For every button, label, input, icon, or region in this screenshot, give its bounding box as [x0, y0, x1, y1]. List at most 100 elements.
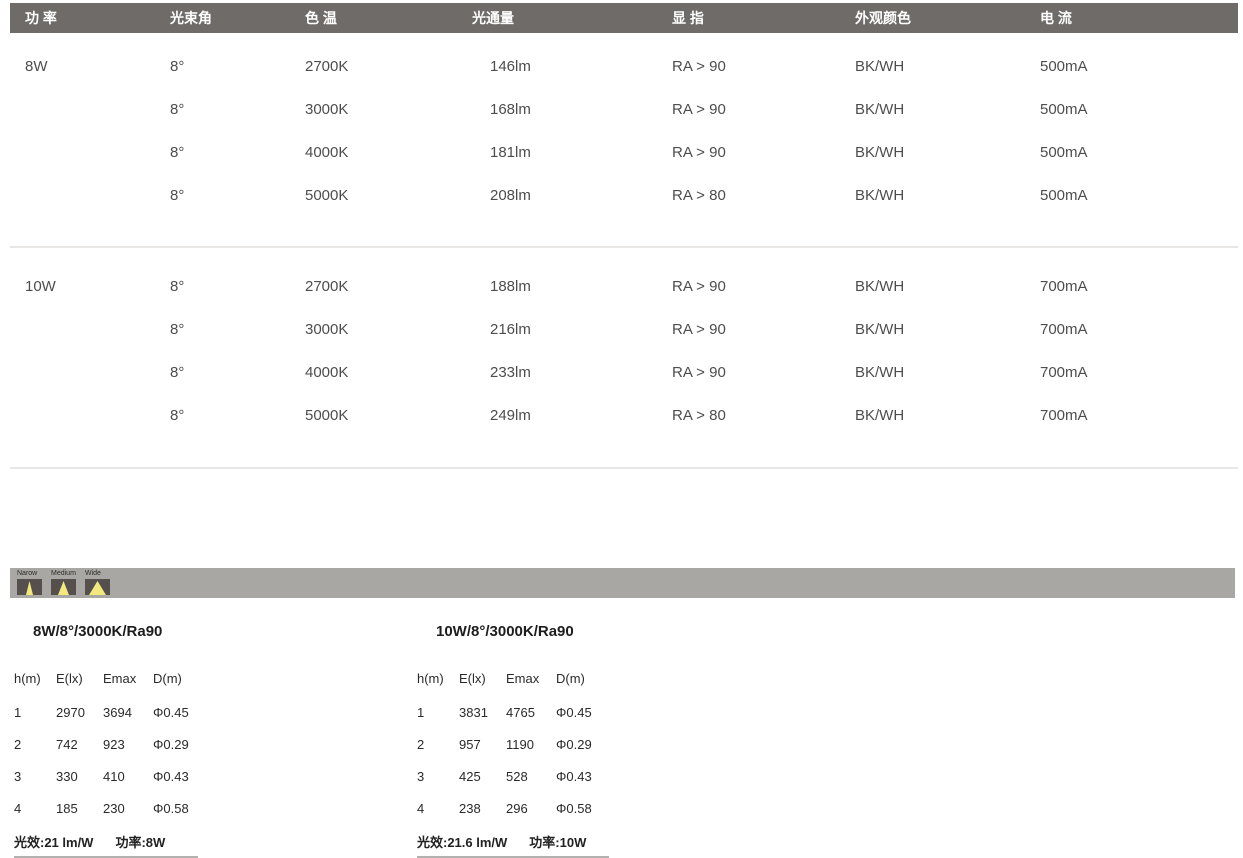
header-power: 功 率	[25, 10, 57, 26]
cell-flux: 146lm	[490, 58, 531, 75]
cell-h: 2	[417, 736, 425, 752]
header-flux: 光通量	[472, 10, 514, 26]
cell-h: 3	[14, 768, 22, 784]
beam-label-narrow: Narow	[17, 570, 38, 577]
wide-beam-icon	[85, 579, 110, 595]
header-e: E(lx)	[56, 670, 83, 686]
cell-d: Φ0.45	[556, 704, 592, 720]
cell-emax: 296	[506, 800, 528, 816]
cell-cct: 4000K	[305, 144, 349, 161]
cell-cri: RA > 80	[672, 407, 726, 424]
cell-current: 700mA	[1040, 407, 1088, 424]
table-row: 8° 3000K 168lm RA > 90 BK/WH 500mA	[10, 88, 1238, 131]
header-cct: 色 温	[305, 10, 337, 26]
table-bottom-line	[10, 467, 1238, 469]
cell-beam: 8°	[170, 58, 185, 75]
efficacy-value: 光效:21 lm/W	[14, 835, 94, 850]
table-row: 8° 5000K 249lm RA > 80 BK/WH 700mA	[10, 394, 1238, 437]
cell-d: Φ0.45	[153, 704, 189, 720]
header-emax: Emax	[103, 670, 137, 686]
cell-cri: RA > 90	[672, 278, 726, 295]
table-row: 8° 4000K 181lm RA > 90 BK/WH 500mA	[10, 131, 1238, 174]
header-d: D(m)	[153, 670, 182, 686]
photometric-table-8w: 8W/8°/3000K/Ra90 h(m) E(lx) Emax D(m) 1 …	[14, 620, 208, 858]
photometric-body: 1 2970 3694 Φ0.45 2 742 923 Φ0.29 3 330 …	[14, 696, 208, 824]
cell-cct: 5000K	[305, 187, 349, 204]
cell-beam: 8°	[170, 278, 185, 295]
cell-current: 500mA	[1040, 101, 1088, 118]
cell-e: 425	[459, 768, 481, 784]
cell-e: 957	[459, 736, 481, 752]
table-row: 4 185 230 Φ0.58	[14, 792, 208, 824]
table-row: 1 2970 3694 Φ0.45	[14, 696, 208, 728]
cell-emax: 410	[103, 768, 125, 784]
cell-power: 10W	[25, 278, 56, 295]
power-value: 功率:10W	[529, 835, 587, 850]
header-beam-angle: 光束角	[170, 10, 212, 26]
cell-color: BK/WH	[855, 187, 905, 204]
photometric-footer: 光效:21.6 lm/W 功率:10W	[417, 832, 609, 858]
medium-beam-icon	[51, 579, 76, 595]
cell-e: 3831	[459, 704, 488, 720]
cell-flux: 168lm	[490, 101, 531, 118]
header-appearance-color: 外观颜色	[855, 10, 911, 26]
cell-flux: 188lm	[490, 278, 531, 295]
cell-cri: RA > 90	[672, 144, 726, 161]
photometric-table-10w: 10W/8°/3000K/Ra90 h(m) E(lx) Emax D(m) 1…	[417, 620, 611, 858]
cell-color: BK/WH	[855, 101, 905, 118]
cell-emax: 923	[103, 736, 125, 752]
cell-emax: 1190	[506, 736, 534, 752]
cell-h: 3	[417, 768, 425, 784]
photometric-header-row: h(m) E(lx) Emax D(m)	[14, 666, 208, 690]
cell-flux: 216lm	[490, 321, 531, 338]
group-separator-line	[10, 246, 1238, 248]
cell-beam: 8°	[170, 101, 185, 118]
cell-current: 500mA	[1040, 144, 1088, 161]
table-row: 3 425 528 Φ0.43	[417, 760, 611, 792]
spec-table-header-row: 功 率 光束角 色 温 光通量 显 指 外观颜色 电 流	[10, 3, 1238, 33]
photometric-footer: 光效:21 lm/W 功率:8W	[14, 832, 198, 858]
cell-current: 500mA	[1040, 187, 1088, 204]
table-row: 8° 4000K 233lm RA > 90 BK/WH 700mA	[10, 351, 1238, 394]
cell-d: Φ0.43	[556, 768, 592, 784]
table-row: 2 957 1190 Φ0.29	[417, 728, 611, 760]
cell-d: Φ0.29	[153, 736, 189, 752]
cell-cri: RA > 90	[672, 364, 726, 381]
cell-emax: 3694	[103, 704, 132, 720]
cell-cri: RA > 90	[672, 58, 726, 75]
cell-e: 185	[56, 800, 78, 816]
cell-beam: 8°	[170, 187, 185, 204]
cell-h: 4	[14, 800, 22, 816]
header-e: E(lx)	[459, 670, 486, 686]
cell-h: 1	[14, 704, 22, 720]
cell-cct: 2700K	[305, 278, 349, 295]
cell-cct: 3000K	[305, 321, 349, 338]
table-row: 2 742 923 Φ0.29	[14, 728, 208, 760]
cell-d: Φ0.43	[153, 768, 189, 784]
cell-power: 8W	[25, 58, 48, 75]
cell-cct: 2700K	[305, 58, 349, 75]
cell-cri: RA > 80	[672, 187, 726, 204]
beam-type-narrow: Narow	[17, 569, 42, 595]
cell-color: BK/WH	[855, 278, 905, 295]
efficacy-value: 光效:21.6 lm/W	[417, 835, 508, 850]
spec-group-10w: 10W 8° 2700K 188lm RA > 90 BK/WH 700mA 8…	[10, 265, 1238, 437]
photometric-header-row: h(m) E(lx) Emax D(m)	[417, 666, 611, 690]
cell-d: Φ0.58	[556, 800, 592, 816]
header-h: h(m)	[417, 670, 444, 686]
photometric-body: 1 3831 4765 Φ0.45 2 957 1190 Φ0.29 3 425…	[417, 696, 611, 824]
cell-e: 330	[56, 768, 78, 784]
beam-label-medium: Medium	[51, 570, 76, 577]
cell-flux: 233lm	[490, 364, 531, 381]
cell-color: BK/WH	[855, 364, 905, 381]
cell-beam: 8°	[170, 364, 185, 381]
cell-cri: RA > 90	[672, 101, 726, 118]
cell-cri: RA > 90	[672, 321, 726, 338]
spec-group-8w: 8W 8° 2700K 146lm RA > 90 BK/WH 500mA 8°…	[10, 45, 1238, 217]
header-h: h(m)	[14, 670, 41, 686]
cell-current: 500mA	[1040, 58, 1088, 75]
cell-beam: 8°	[170, 407, 185, 424]
cell-d: Φ0.58	[153, 800, 189, 816]
cell-emax: 230	[103, 800, 125, 816]
